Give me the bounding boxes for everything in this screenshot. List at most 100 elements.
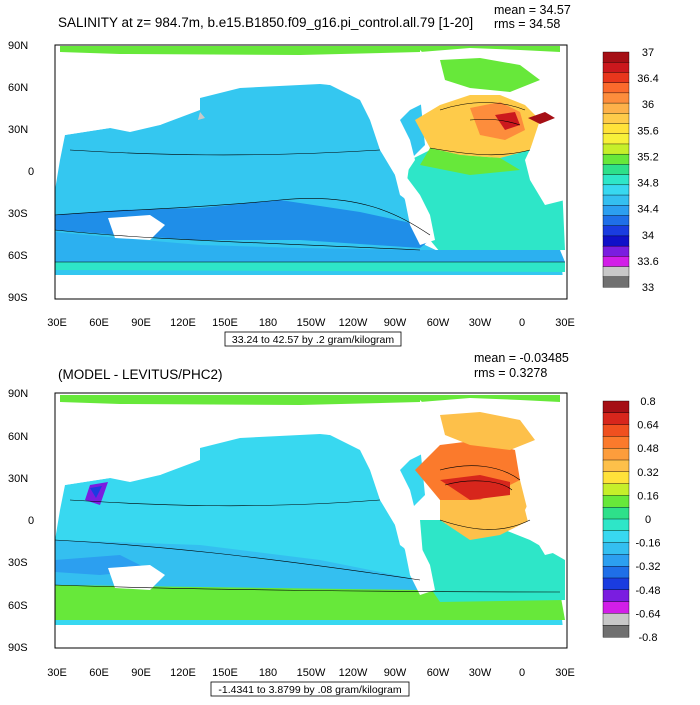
colorbar-swatch [602, 205, 630, 216]
lon-label: 180 [259, 667, 277, 679]
lon-label: 120E [170, 667, 196, 679]
lon-label: 90W [384, 667, 407, 679]
colorbar-swatch [602, 225, 630, 237]
colorbar-swatch [602, 400, 630, 414]
colorbar-swatch [602, 82, 630, 94]
lon-labels: 30E 60E 90E 120E 150E 180 150W 120W 90W … [47, 667, 575, 679]
mediterranean [528, 112, 555, 124]
colorbar-label: 0.48 [637, 443, 658, 455]
colorbar-swatch [602, 153, 630, 165]
lon-label: 150W [297, 667, 326, 679]
lat-label: 30S [8, 557, 28, 569]
colorbar-label: 0.32 [637, 467, 658, 479]
contours [55, 465, 561, 593]
colorbar-label: 34 [642, 230, 654, 242]
lon-label: 0 [519, 317, 525, 329]
antarctic-shelf [55, 262, 565, 272]
colorbar-label: 36 [642, 99, 654, 111]
colorbar-swatch [602, 412, 630, 426]
colorbar-swatch [602, 613, 630, 626]
info-text: 33.24 to 42.57 by .2 gram/kilogram [232, 334, 395, 346]
atlantic-transition [420, 148, 520, 175]
australia-land [108, 215, 165, 240]
panel-title: (MODEL - LEVITUS/PHC2) [58, 367, 223, 382]
lon-label: 120E [170, 317, 196, 329]
lon-label: 0 [519, 667, 525, 679]
lat-label: 30N [8, 124, 28, 136]
lat-label: 60S [8, 600, 28, 612]
lat-labels: 90N 60N 30N 0 30S 60S 90S [8, 40, 34, 304]
lon-label: 30W [469, 317, 492, 329]
lat-labels: 90N 60N 30N 0 30S 60S 90S [8, 388, 34, 654]
panel-salinity: SALINITY at z= 984.7m, b.e15.B1850.f09_g… [8, 3, 659, 347]
med-outflow-outer [470, 102, 525, 140]
colorbar-label: 35.6 [637, 125, 658, 137]
circumpolar-band [55, 232, 565, 262]
rms-text: rms = 0.3278 [474, 366, 547, 380]
colorbar-swatch [602, 215, 630, 227]
med-outflow-core [495, 112, 520, 130]
colorbar-swatch [602, 62, 630, 73]
lon-label: 60W [427, 317, 450, 329]
north-atlantic-core [440, 475, 510, 500]
colorbar-swatch [602, 471, 630, 485]
lon-label: 60E [89, 317, 109, 329]
lon-label: 90E [131, 667, 151, 679]
colorbar-swatch [602, 174, 630, 186]
lon-label: 30E [47, 667, 67, 679]
colorbar-swatch [602, 51, 630, 63]
americas-land [300, 400, 440, 595]
colorbar-swatch [602, 123, 630, 135]
colorbar-label: 37 [642, 47, 654, 59]
info-text: -1.4341 to 3.8799 by .08 gram/kilogram [218, 684, 402, 696]
marginal-sea [198, 112, 205, 120]
asia-land [55, 440, 200, 485]
colorbar-swatch [602, 266, 630, 278]
colorbar-swatch [602, 436, 630, 449]
colorbar-swatch [602, 184, 630, 196]
antarctica-land [55, 275, 565, 298]
arctic-ocean [60, 395, 560, 405]
lon-label: 30E [555, 667, 575, 679]
colorbar-label: -0.8 [639, 632, 658, 644]
lat-label: 90N [8, 40, 28, 52]
lat-label: 90S [8, 292, 28, 304]
mean-text: mean = 34.57 [494, 3, 571, 17]
colorbar-swatch [602, 554, 630, 567]
red-sea-core [90, 486, 102, 498]
colorbar-swatch [602, 424, 630, 437]
colorbar-label: 34.8 [637, 178, 658, 190]
colorbar-label: -0.48 [635, 585, 660, 597]
lat-label: 0 [28, 166, 34, 178]
lon-label: 120W [339, 667, 368, 679]
colorbar-swatch [602, 256, 630, 268]
colorbar-swatch [602, 507, 630, 520]
lat-label: 60N [8, 431, 28, 443]
colorbar-label: 0 [645, 514, 651, 526]
colorbar-swatch [602, 194, 630, 206]
colorbar-swatch [602, 92, 630, 104]
lat-label: 90N [8, 388, 28, 400]
colorbar-swatch [602, 133, 630, 145]
africa-land [525, 475, 565, 555]
map-frame [54, 392, 568, 649]
lon-label: 60W [427, 667, 450, 679]
lon-label: 30E [555, 317, 575, 329]
nordic-seas [440, 58, 540, 92]
colorbar-label: 0.16 [637, 490, 658, 502]
lat-label: 30N [8, 473, 28, 485]
colorbar-label: 35.2 [637, 151, 658, 163]
colorbar-swatch [602, 601, 630, 614]
info-box-frame [210, 681, 410, 697]
rms-text: rms = 34.58 [494, 17, 560, 31]
colorbar-label: 33.6 [637, 256, 658, 268]
colorbar-swatch [602, 245, 630, 257]
australia-land [108, 565, 165, 590]
lon-label: 30E [47, 317, 67, 329]
lon-label: 60E [89, 667, 109, 679]
colorbar-label: -0.16 [635, 538, 660, 550]
colorbar: 0.8 0.64 0.48 0.32 0.16 0 -0.16 -0.32 -0.48 -0.64… [602, 396, 661, 644]
lon-label: 90W [384, 317, 407, 329]
lat-label: 60N [8, 82, 28, 94]
colorbar-swatch [602, 448, 630, 461]
